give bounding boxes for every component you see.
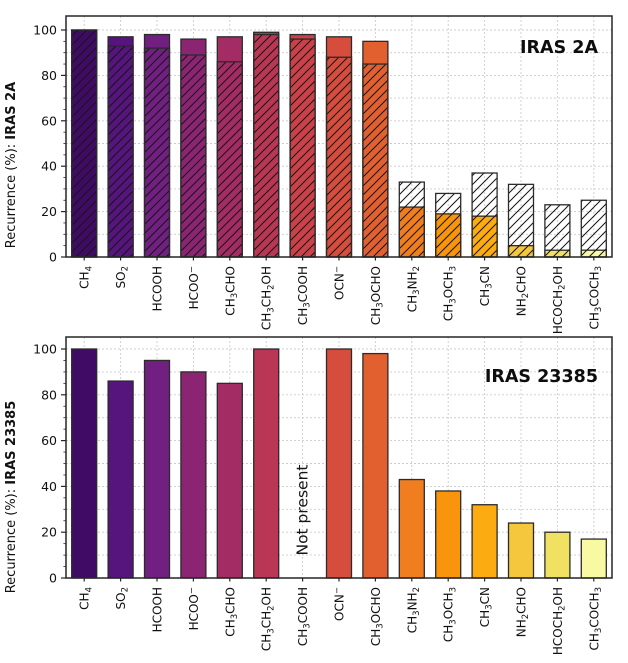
y-tick-label: 40 bbox=[41, 479, 57, 494]
chart-iras-23385: 0 20 40 60 80 100 CH4 SO2 HCOOH HCOO− CH3CHO CH3CH2… bbox=[4, 336, 613, 655]
x-tick-label-HCOO-: HCOO− bbox=[187, 587, 201, 630]
bar-SO2 bbox=[107, 380, 134, 579]
x-tick-label-CH3CH2OH: CH3CH2OH bbox=[260, 587, 277, 651]
x-tick-label-SO2: SO2 bbox=[114, 587, 131, 609]
bar-HCOCH2OH bbox=[544, 531, 571, 579]
y-tick-label: 0 bbox=[49, 250, 57, 265]
bar-hatched-SO2 bbox=[107, 45, 134, 258]
y-tick-label: 0 bbox=[49, 571, 57, 586]
y-tick-label: 60 bbox=[41, 433, 57, 448]
bar-hatched-CH3NH2 bbox=[398, 181, 425, 258]
x-tick-label-CH3CH2OH: CH3CH2OH bbox=[260, 266, 277, 330]
bar-hatched-CH3COCH3 bbox=[580, 199, 607, 258]
y-tick-label: 100 bbox=[33, 23, 57, 38]
x-tick-label-CH3COCH3: CH3COCH3 bbox=[587, 266, 604, 329]
x-tick-label-HCOCH2OH: HCOCH2OH bbox=[551, 587, 568, 655]
bar-CH3NH2 bbox=[398, 478, 425, 579]
y-axis-label: Recurrence (%): IRAS 2A bbox=[4, 82, 19, 248]
chart-iras-2a: 0 20 40 60 80 100 CH4 SO2 HCOOH HCOO− CH3CHO CH3CH2… bbox=[4, 15, 613, 334]
x-tick-label-OCN-: OCN− bbox=[333, 266, 347, 300]
bar-hatched-OCN- bbox=[325, 56, 353, 258]
x-tick-label-SO2: SO2 bbox=[114, 266, 131, 288]
x-tick-label-NH2CHO: NH2CHO bbox=[515, 587, 532, 637]
bar-CH3CH2OH bbox=[253, 348, 280, 579]
bar-CH3OCHO bbox=[362, 352, 389, 579]
x-tick-label-CH3OCHO: CH3OCHO bbox=[369, 587, 386, 646]
x-tick-label-CH4: CH4 bbox=[78, 587, 95, 610]
x-tick-label-HCOOH: HCOOH bbox=[151, 266, 165, 311]
bar-CH3COCH3 bbox=[580, 538, 607, 579]
x-tick-label-CH3CHO: CH3CHO bbox=[223, 266, 240, 316]
x-tick-label-HCOOH: HCOOH bbox=[151, 587, 165, 632]
bar-OCN- bbox=[325, 348, 353, 579]
y-axis-label: Recurrence (%): IRAS 23385 bbox=[4, 401, 19, 594]
bar-hatched-CH4 bbox=[71, 29, 98, 258]
y-tick-label: 20 bbox=[41, 204, 57, 219]
x-tick-label-NH2CHO: NH2CHO bbox=[515, 266, 532, 316]
y-tick-label: 20 bbox=[41, 525, 57, 540]
bar-hatched-CH3OCH3 bbox=[435, 192, 462, 258]
bar-hatched-CH3OCHO bbox=[362, 63, 389, 258]
panel-title: IRAS 23385 bbox=[485, 367, 598, 387]
x-tick-label-OCN-: OCN− bbox=[333, 587, 347, 621]
x-tick-label-CH3NH2: CH3NH2 bbox=[405, 587, 422, 633]
bar-hatched-NH2CHO bbox=[507, 183, 535, 258]
y-tick-label: 60 bbox=[41, 113, 57, 128]
x-tick-label-HCOCH2OH: HCOCH2OH bbox=[551, 266, 568, 334]
bar-HCOOH bbox=[143, 359, 171, 579]
bar-CH3CHO bbox=[216, 382, 243, 579]
y-tick-label: 80 bbox=[41, 387, 57, 402]
y-tick-label: 80 bbox=[41, 68, 57, 83]
bar-hatched-CH3CN bbox=[471, 172, 498, 258]
bar-hatched-HCOCH2OH bbox=[544, 204, 571, 258]
bar-CH4 bbox=[71, 348, 98, 579]
panel-title: IRAS 2A bbox=[520, 38, 598, 58]
x-tick-label-CH3CHO: CH3CHO bbox=[223, 587, 240, 637]
bar-NH2CHO bbox=[507, 522, 535, 579]
bar-hatched-CH3CH2OH bbox=[253, 33, 280, 258]
bar-CH3OCH3 bbox=[435, 490, 462, 579]
x-tick-label-HCOO-: HCOO− bbox=[187, 266, 201, 309]
bar-CH3CN bbox=[471, 504, 498, 579]
x-tick-label-CH3CN: CH3CN bbox=[478, 266, 495, 306]
bar-hatched-CH3CHO bbox=[216, 61, 243, 258]
x-tick-label-CH3COOH: CH3COOH bbox=[296, 266, 313, 325]
x-tick-label-CH3CN: CH3CN bbox=[478, 587, 495, 627]
x-tick-label-CH3COOH: CH3COOH bbox=[296, 587, 313, 646]
x-tick-label-CH4: CH4 bbox=[78, 266, 95, 289]
x-tick-label-CH3OCH3: CH3OCH3 bbox=[442, 266, 459, 321]
x-tick-label-CH3COCH3: CH3COCH3 bbox=[587, 587, 604, 650]
bar-hatched-HCOO- bbox=[180, 54, 207, 258]
y-tick-label: 100 bbox=[33, 342, 57, 357]
x-tick-label-CH3OCHO: CH3OCHO bbox=[369, 266, 386, 325]
bar-hatched-HCOOH bbox=[143, 47, 171, 258]
not-present-annotation: Not present bbox=[294, 464, 312, 555]
y-tick-label: 40 bbox=[41, 159, 57, 174]
bar-HCOO- bbox=[180, 371, 207, 579]
bar-hatched-CH3COOH bbox=[289, 38, 316, 258]
x-tick-label-CH3OCH3: CH3OCH3 bbox=[442, 587, 459, 642]
x-tick-label-CH3NH2: CH3NH2 bbox=[405, 266, 422, 312]
